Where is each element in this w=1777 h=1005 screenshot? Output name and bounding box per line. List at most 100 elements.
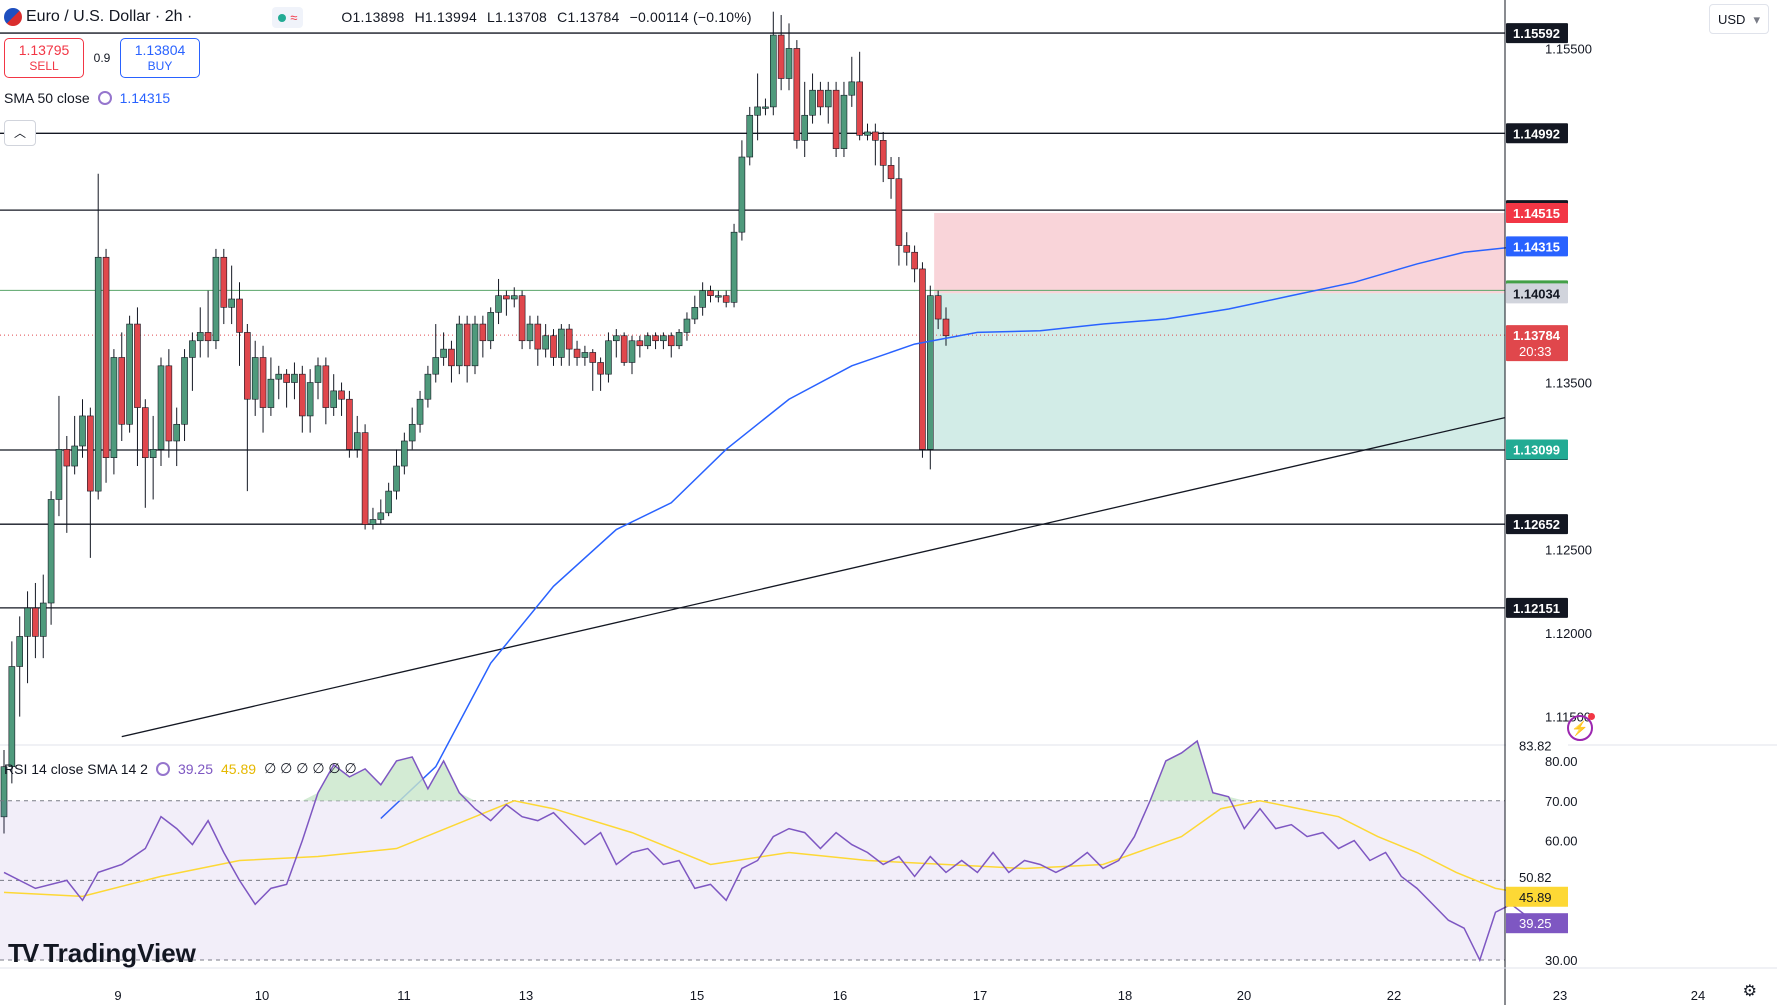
candle-up — [47, 499, 55, 604]
candle-up — [746, 114, 754, 158]
candle-up — [432, 357, 440, 375]
last-price-tag — [1506, 325, 1568, 362]
time-tick-label: 11 — [397, 988, 411, 1003]
rsi-pane[interactable] — [0, 739, 1543, 963]
candle-down — [298, 373, 306, 417]
sma-price-tag — [1506, 236, 1568, 257]
tv-mark-icon: TV — [8, 938, 39, 968]
currency-select[interactable]: USD — [1709, 4, 1769, 35]
candle-up — [79, 415, 86, 447]
candle-up — [0, 766, 8, 818]
market-status[interactable]: ≈ — [272, 6, 304, 28]
buy-price: 1.13804 — [134, 42, 186, 58]
stop-price-tag — [1506, 202, 1568, 223]
rsi-sma-value: 45.89 — [221, 760, 257, 777]
low-value: L1.13708 — [487, 9, 548, 25]
level-label: 1.15592 — [1513, 26, 1560, 41]
level-label: 1.12652 — [1513, 517, 1560, 532]
candle-down — [895, 178, 903, 246]
candle-down — [346, 398, 353, 450]
candle-down — [87, 415, 94, 492]
level-label: 1.14992 — [1513, 126, 1560, 141]
sell-button[interactable]: 1.13795 SELL — [4, 38, 84, 78]
candle-up — [330, 390, 338, 408]
candle-up — [558, 328, 565, 358]
sma-legend[interactable]: SMA 50 close 1.14315 — [4, 90, 170, 106]
candle-up — [157, 365, 165, 450]
buy-button[interactable]: 1.13804 BUY — [120, 38, 200, 78]
time-tick-label: 23 — [1553, 988, 1567, 1003]
candle-down — [448, 348, 455, 367]
rsi-label: RSI 14 close SMA 14 2 — [4, 760, 148, 777]
rsi-line — [3, 739, 1543, 963]
candle-down — [204, 332, 212, 342]
level-tag — [1506, 23, 1568, 44]
collapse-legend-button[interactable]: ︿ — [4, 120, 36, 146]
candle-down — [887, 165, 895, 180]
stop-loss-zone — [934, 212, 1505, 294]
symbol-title[interactable]: Euro / U.S. Dollar · 2h · — [26, 8, 193, 25]
sell-price: 1.13795 — [18, 42, 70, 58]
close-value: C1.13784 — [557, 9, 620, 25]
open-value: O1.13898 — [341, 9, 405, 25]
level-tag — [1506, 123, 1568, 144]
take-profit-zone — [934, 293, 1505, 450]
candle-down — [134, 323, 141, 408]
gear-icon[interactable]: ⚙ — [1742, 983, 1757, 1000]
candle-up — [408, 423, 416, 442]
candle-down — [550, 335, 557, 358]
candle-down — [32, 607, 39, 637]
price-axis[interactable]: 1.155001.135001.125001.120001.115001.155… — [1504, 0, 1592, 1005]
candle-down — [636, 340, 644, 347]
candle-down — [597, 362, 604, 375]
candle-down — [652, 335, 659, 342]
target-price-tag — [1506, 439, 1568, 460]
rsi-tick-label: 70.00 — [1545, 794, 1578, 809]
eur-usd-flag-icon — [4, 8, 22, 26]
rsi-value: 39.25 — [177, 760, 214, 777]
candle-down — [879, 140, 887, 166]
candle-down — [142, 407, 149, 458]
refresh-icon[interactable] — [97, 91, 112, 105]
candle-up — [762, 106, 769, 109]
refresh-icon[interactable] — [155, 761, 170, 776]
candle-down — [872, 131, 879, 141]
candle-down — [942, 318, 950, 337]
candle-down — [722, 295, 730, 303]
rsi-overbought-fill — [302, 741, 1245, 801]
market-open-icon — [278, 13, 287, 22]
candle-down — [361, 432, 369, 525]
tradingview-logo: TV TradingView — [8, 938, 196, 969]
candle-up — [848, 81, 856, 96]
candle-up — [660, 335, 667, 342]
candle-down — [63, 449, 71, 467]
candle-up — [471, 323, 479, 367]
candle-up — [416, 398, 424, 425]
high-value: H1.13994 — [414, 9, 477, 25]
spread-value: 0.9 — [93, 51, 111, 65]
tradingview-wordmark: TradingView — [43, 938, 196, 968]
candle-down — [793, 48, 801, 141]
wave-icon: ≈ — [290, 9, 298, 25]
candle-down — [856, 81, 863, 136]
rsi-legend[interactable]: RSI 14 close SMA 14 2 39.25 45.89 ∅ ∅ ∅ … — [4, 760, 357, 777]
lightning-icon[interactable]: ⚡ — [1567, 713, 1595, 741]
ohlc-readout: O1.13898 H1.13994 L1.13708 C1.13784 −0.0… — [341, 9, 751, 25]
chevron-up-icon: ︿ — [13, 126, 26, 140]
sma-value: 1.14315 — [119, 90, 171, 106]
candle-down — [565, 328, 573, 350]
candle-up — [510, 295, 518, 300]
candle-up — [785, 48, 793, 79]
candles-group — [0, 11, 950, 834]
candle-up — [55, 449, 63, 500]
candle-down — [220, 256, 228, 308]
time-axis[interactable]: 9 10 11 13 15 16 17 18 20 22 23 24 — [0, 967, 1777, 1003]
time-tick-label: 10 — [255, 988, 269, 1003]
candle-down — [707, 290, 714, 296]
candle-down — [919, 268, 926, 450]
main-price-pane[interactable] — [0, 11, 1777, 834]
last-price-countdown: 20:33 — [1519, 344, 1552, 359]
candle-down — [118, 357, 126, 425]
rsi-tick-label: 80.00 — [1545, 754, 1578, 769]
